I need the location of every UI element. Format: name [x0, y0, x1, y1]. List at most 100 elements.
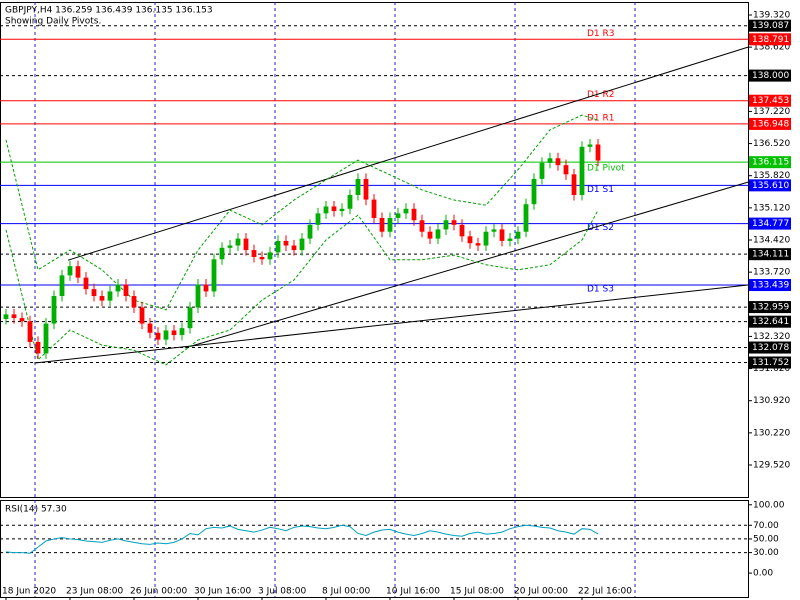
candle-body: [363, 178, 369, 200]
pivot-name: D1 Pivot: [587, 164, 625, 174]
candle-body: [155, 332, 161, 340]
pivot-name: D1 R1: [587, 113, 615, 123]
y-tick-label: 138.620: [753, 43, 790, 53]
chart-title: GBPJPY,H4 136.259 136.439 136.135 136.15…: [5, 6, 213, 16]
rsi-y-tick-label: 30.00: [753, 548, 779, 558]
candle-body: [563, 165, 569, 175]
candle-body: [219, 247, 225, 260]
candle-body: [419, 220, 425, 232]
candle-body: [451, 220, 457, 225]
candle-body: [403, 208, 409, 214]
trendline: [185, 181, 749, 349]
candle-body: [243, 238, 249, 251]
candle-body: [187, 307, 193, 329]
y-tick-label: 133.720: [753, 268, 790, 278]
candle-body: [179, 328, 185, 336]
candle-body: [339, 208, 345, 212]
candle-body: [43, 323, 49, 354]
candle-body: [19, 318, 25, 322]
rsi-y-tick-label: 50.00: [753, 534, 779, 544]
candle-body: [539, 162, 545, 179]
x-tick-label: 20 Jul 00:00: [514, 587, 568, 597]
band-upper: [5, 114, 599, 311]
candle-body: [475, 243, 481, 246]
y-tick-label: 137.220: [753, 107, 790, 117]
candle-body: [547, 158, 553, 163]
candle-body: [147, 323, 153, 333]
x-tick-label: 15 Jul 08:00: [450, 587, 504, 597]
rsi-y-tick-label: 100.00: [753, 500, 785, 510]
x-tick-label: 22 Jul 16:00: [578, 587, 632, 597]
pivot-box: [749, 279, 791, 292]
x-tick-label: 3 Jul 08:00: [258, 587, 307, 597]
pivot-label: 135.610: [752, 181, 789, 191]
pivot-name: D1 S1: [587, 185, 614, 195]
pivot-box: [749, 94, 791, 107]
candle-body: [531, 178, 537, 205]
candle-body: [307, 224, 313, 239]
candle-body: [491, 229, 497, 232]
rsi-y-tick-label: 70.00: [753, 521, 779, 531]
level-box: [749, 301, 791, 314]
candle-body: [59, 275, 65, 297]
candle-body: [163, 330, 169, 340]
candle-body: [579, 146, 585, 195]
pivot-label: 133.439: [752, 281, 789, 291]
rsi-line: [5, 524, 599, 554]
y-tick-label: 135.120: [753, 203, 790, 213]
level-box: [749, 315, 791, 328]
level-box: [749, 341, 791, 354]
x-tick-label: 18 Jun 2020: [2, 587, 56, 597]
candle-body: [483, 231, 489, 246]
candle-body: [171, 330, 177, 336]
pivot-box: [749, 179, 791, 192]
level-label: 132.078: [752, 343, 789, 353]
pivot-box: [749, 33, 791, 46]
candle-body: [123, 284, 129, 297]
chart-subtitle: Showing Daily Pivots.: [5, 17, 101, 27]
candle-body: [75, 266, 81, 278]
candle-body: [587, 144, 593, 147]
y-tick-label: 134.420: [753, 235, 790, 245]
candle-body: [315, 213, 321, 225]
candle-body: [427, 231, 433, 239]
candle-body: [139, 307, 145, 324]
level-box: [749, 248, 791, 261]
level-label: 134.111: [752, 250, 789, 260]
pivot-box: [749, 156, 791, 169]
y-tick-label: 139.320: [753, 10, 790, 20]
pivot-name: D1 R2: [587, 90, 615, 100]
rsi-y-tick-label: 0.00: [753, 569, 773, 579]
candle-body: [275, 240, 281, 253]
y-tick-label: 129.520: [753, 460, 790, 470]
candle-body: [131, 296, 137, 308]
candle-body: [115, 284, 121, 292]
pivot-label: 136.115: [752, 158, 789, 168]
candle-body: [467, 236, 473, 244]
candle-body: [83, 277, 89, 290]
level-label: 132.641: [752, 317, 789, 327]
candle-body: [99, 296, 105, 301]
x-tick-label: 26 Jun 00:00: [130, 587, 187, 597]
candle-body: [3, 314, 9, 319]
candle-body: [347, 194, 353, 209]
candle-body: [211, 259, 217, 292]
pivot-name: D1 R3: [587, 29, 615, 39]
main-pane: [0, 2, 749, 498]
candle-body: [35, 341, 41, 354]
candle-body: [387, 217, 393, 232]
y-tick-label: 132.320: [753, 332, 790, 342]
level-box: [749, 356, 791, 369]
candle-body: [267, 252, 273, 260]
candle-body: [227, 245, 233, 248]
pivot-label: 138.791: [752, 35, 789, 45]
y-tick-label: 136.520: [753, 139, 790, 149]
candle-body: [91, 289, 97, 297]
pivot-box: [749, 217, 791, 230]
x-tick-label: 8 Jul 00:00: [322, 587, 371, 597]
candle-body: [515, 231, 521, 239]
candle-body: [251, 250, 257, 257]
